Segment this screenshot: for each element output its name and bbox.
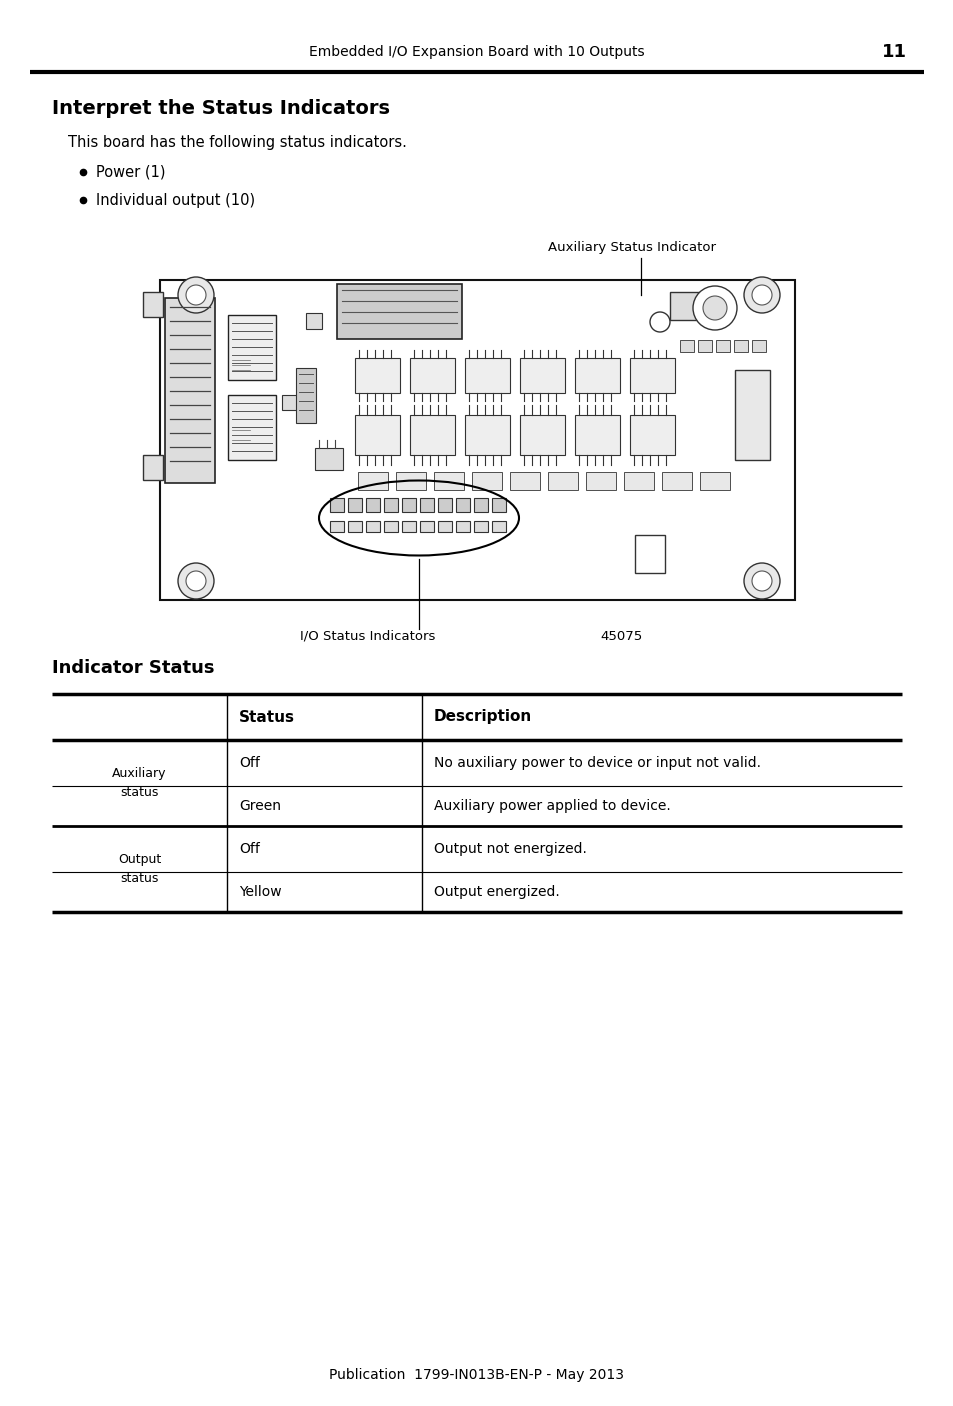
Bar	[395, 472, 426, 491]
Bar	[410, 359, 455, 394]
Text: Auxiliary power applied to device.: Auxiliary power applied to device.	[434, 799, 670, 813]
Text: Publication  1799-IN013B-EN-P - May 2013: Publication 1799-IN013B-EN-P - May 2013	[329, 1368, 624, 1382]
Bar	[330, 522, 344, 531]
Bar	[355, 359, 399, 394]
Text: Individual output (10): Individual output (10)	[96, 193, 254, 208]
Bar	[472, 472, 501, 491]
Text: Yellow: Yellow	[239, 884, 281, 898]
Text: Output not energized.: Output not energized.	[434, 842, 586, 856]
Text: Output energized.: Output energized.	[434, 884, 559, 898]
Bar	[547, 472, 578, 491]
Text: I/O Status Indicators: I/O Status Indicators	[299, 630, 435, 643]
Bar	[348, 522, 361, 531]
Circle shape	[186, 285, 206, 305]
Bar	[143, 456, 163, 479]
Bar	[314, 449, 343, 470]
Bar	[492, 522, 505, 531]
Circle shape	[178, 562, 213, 599]
Bar	[419, 522, 434, 531]
Bar	[160, 280, 794, 600]
Bar	[733, 340, 747, 352]
Text: This board has the following status indicators.: This board has the following status indi…	[68, 135, 406, 149]
Text: Status: Status	[239, 710, 294, 724]
Bar	[464, 359, 510, 394]
Bar	[295, 368, 315, 423]
Bar	[330, 498, 344, 512]
Bar	[348, 498, 361, 512]
Text: No auxiliary power to device or input not valid.: No auxiliary power to device or input no…	[434, 756, 760, 770]
Bar	[635, 536, 664, 574]
Bar	[384, 522, 397, 531]
Circle shape	[743, 277, 780, 314]
Bar	[456, 522, 470, 531]
Text: Auxiliary
status: Auxiliary status	[112, 768, 167, 799]
Bar	[698, 340, 711, 352]
Text: Output
status: Output status	[118, 853, 161, 884]
Bar	[228, 395, 275, 460]
Bar	[474, 522, 488, 531]
Text: Auxiliary Status Indicator: Auxiliary Status Indicator	[547, 242, 716, 254]
Bar	[419, 498, 434, 512]
Bar	[456, 498, 470, 512]
Bar	[143, 292, 163, 316]
Text: Embedded I/O Expansion Board with 10 Outputs: Embedded I/O Expansion Board with 10 Out…	[309, 45, 644, 59]
Bar	[357, 472, 388, 491]
Bar	[434, 472, 463, 491]
Text: 45075: 45075	[599, 630, 641, 643]
Bar	[464, 415, 510, 456]
Bar	[165, 298, 214, 484]
Bar	[306, 314, 322, 329]
Circle shape	[186, 571, 206, 591]
Text: Power (1): Power (1)	[96, 165, 165, 180]
Bar	[679, 340, 693, 352]
Bar	[336, 284, 461, 339]
Bar	[474, 498, 488, 512]
Bar	[437, 498, 452, 512]
Bar	[510, 472, 539, 491]
Text: 11: 11	[882, 44, 906, 60]
Text: Off: Off	[239, 756, 259, 770]
Bar	[575, 359, 619, 394]
Bar	[355, 415, 399, 456]
Text: Indicator Status: Indicator Status	[52, 659, 214, 678]
Circle shape	[743, 562, 780, 599]
Bar	[623, 472, 654, 491]
Text: Off: Off	[239, 842, 259, 856]
Bar	[519, 415, 564, 456]
Bar	[366, 498, 379, 512]
Text: Green: Green	[239, 799, 281, 813]
Bar	[401, 498, 416, 512]
Bar	[410, 415, 455, 456]
Bar	[282, 395, 296, 411]
Bar	[716, 340, 729, 352]
Text: Interpret the Status Indicators: Interpret the Status Indicators	[52, 98, 390, 118]
Bar	[366, 522, 379, 531]
Bar	[575, 415, 619, 456]
Bar	[384, 498, 397, 512]
Text: Description: Description	[434, 710, 532, 724]
Circle shape	[751, 571, 771, 591]
Bar	[492, 498, 505, 512]
Bar	[661, 472, 691, 491]
Bar	[437, 522, 452, 531]
Circle shape	[178, 277, 213, 314]
Bar	[585, 472, 616, 491]
Bar	[629, 359, 675, 394]
Bar	[700, 472, 729, 491]
Bar	[734, 370, 769, 460]
Bar	[401, 522, 416, 531]
Circle shape	[702, 297, 726, 321]
Circle shape	[649, 312, 669, 332]
Bar	[669, 292, 700, 321]
Bar	[228, 315, 275, 380]
Circle shape	[692, 285, 737, 330]
Bar	[751, 340, 765, 352]
Bar	[519, 359, 564, 394]
Bar	[629, 415, 675, 456]
Circle shape	[751, 285, 771, 305]
